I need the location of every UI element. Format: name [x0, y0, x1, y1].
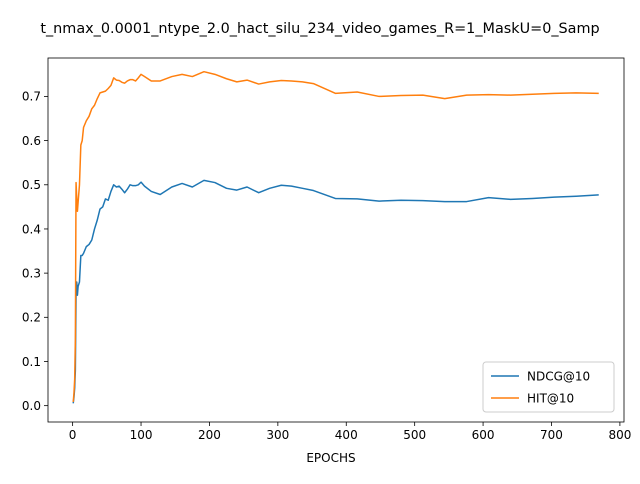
- series-layer: [72, 70, 599, 404]
- x-tick-label: 100: [130, 428, 153, 442]
- x-axis: 0 100 200 300 400 500 600 700 800: [69, 422, 631, 442]
- y-tick-label: 0.1: [22, 355, 41, 369]
- y-tick-label: 0.2: [22, 311, 41, 325]
- x-tick-label: 600: [472, 428, 495, 442]
- legend-box: [482, 361, 615, 413]
- x-tick-label: 400: [335, 428, 358, 442]
- legend-label: HIT@10: [527, 391, 574, 405]
- series-line-hit-10: [72, 70, 599, 403]
- x-tick-label: 0: [69, 428, 77, 442]
- plot-area: [47, 57, 625, 423]
- series-line-ndcg-10: [72, 179, 599, 404]
- legend-label: NDCG@10: [527, 369, 590, 383]
- x-tick-label: 300: [266, 428, 289, 442]
- x-tick-label: 500: [403, 428, 426, 442]
- x-tick-label: 200: [198, 428, 221, 442]
- plot-frame: [47, 57, 625, 423]
- y-tick-label: 0.0: [22, 399, 41, 413]
- y-tick-label: 0.6: [22, 134, 41, 148]
- y-tick-label: 0.5: [22, 178, 41, 192]
- y-axis: 0.0 0.1 0.2 0.3 0.4 0.5 0.6 0.7: [22, 90, 48, 413]
- x-tick-label: 700: [540, 428, 563, 442]
- x-axis-label: EPOCHS: [306, 451, 355, 465]
- legend: NDCG@10 HIT@10: [482, 361, 615, 413]
- x-tick-label: 800: [608, 428, 631, 442]
- y-tick-label: 0.7: [22, 90, 41, 104]
- chart-title: t_nmax_0.0001_ntype_2.0_hact_silu_234_vi…: [40, 21, 599, 37]
- y-tick-label: 0.3: [22, 266, 41, 280]
- y-tick-label: 0.4: [22, 222, 41, 236]
